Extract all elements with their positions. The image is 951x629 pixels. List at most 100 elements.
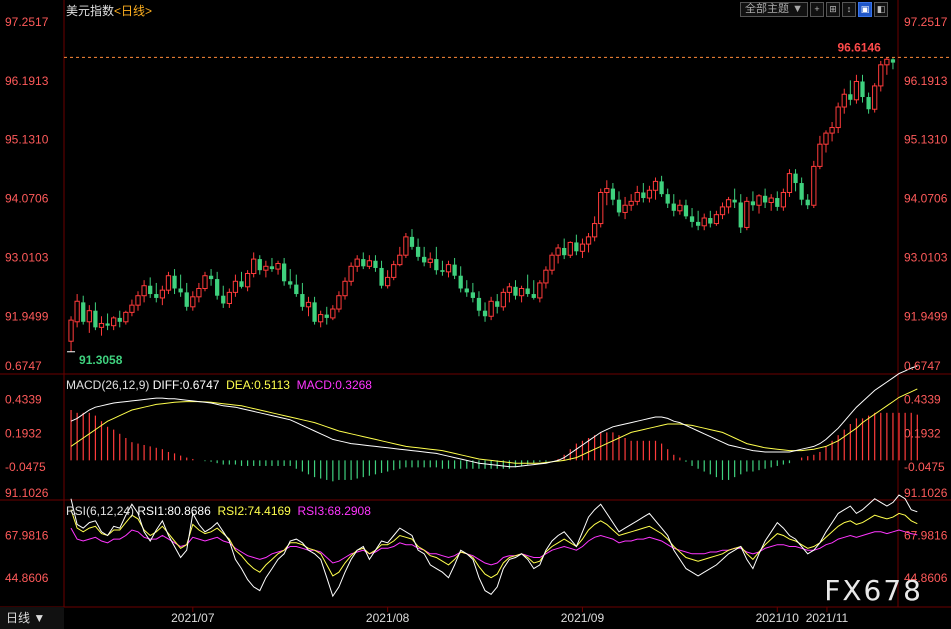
candle-body	[312, 302, 317, 322]
layout-icon[interactable]: ◧	[874, 2, 888, 17]
macd-tick-label-right: 0.4339	[904, 393, 941, 407]
rsi2-label: RSI2:74.4169	[217, 504, 291, 518]
candle-body	[799, 183, 804, 200]
candle-body	[275, 263, 281, 270]
candle-body	[689, 216, 695, 222]
rsi-tick-label-left: 91.1026	[5, 486, 49, 500]
candle-body	[708, 218, 713, 224]
candle-body	[762, 195, 768, 203]
price-tick-label-left: 97.2517	[5, 15, 49, 29]
candle-body	[476, 297, 482, 311]
candle-body	[148, 285, 153, 295]
candle-body	[525, 288, 530, 295]
candle-body	[884, 58, 890, 66]
candle-body	[756, 195, 762, 206]
candle-body	[768, 197, 774, 203]
candle-body	[495, 301, 500, 307]
watermark-logo: FX678	[824, 574, 923, 607]
rsi1-label: RSI1:80.8686	[137, 504, 211, 518]
candle-body	[294, 284, 299, 295]
candle-body	[696, 221, 701, 226]
price-panel[interactable]: 96.6146 91.3058	[64, 41, 951, 367]
macd-tick-label-left: -0.0475	[5, 460, 46, 474]
candle-body	[98, 322, 105, 328]
candle-body	[257, 259, 262, 271]
macd-panel[interactable]	[70, 365, 918, 482]
price-tick-label-left: 95.1310	[5, 133, 49, 147]
candle-body	[68, 319, 74, 342]
rsi-panel[interactable]	[70, 494, 918, 598]
x-tick-label: 2021/10	[756, 611, 800, 625]
price-tick-label-right: 93.0103	[904, 250, 948, 264]
candle-body	[646, 189, 653, 199]
candle-body	[537, 282, 543, 299]
rsi3-label: RSI3:68.2908	[297, 504, 371, 518]
resize-icon[interactable]: ↕	[842, 2, 856, 17]
candle-body	[215, 279, 220, 296]
price-tick-label-left: 94.0706	[5, 192, 49, 206]
candle-body	[841, 93, 847, 108]
candle-body	[397, 254, 403, 266]
candle-body	[348, 265, 354, 282]
macd-tick-label-right: 0.1932	[904, 426, 941, 440]
candle-body	[738, 202, 743, 228]
candle-body	[178, 288, 183, 293]
candle-body	[622, 204, 628, 213]
candle-body	[300, 294, 305, 307]
candle-body	[409, 236, 415, 247]
rsi2-line	[70, 509, 918, 579]
candle-body	[634, 191, 640, 202]
rsi-tick-label-right: 67.9816	[904, 529, 948, 543]
macd-diff-label: DIFF:0.6747	[152, 378, 220, 392]
candle-body	[117, 317, 122, 322]
candle-body	[793, 173, 798, 184]
candle-body	[567, 241, 573, 256]
macd-dea-line	[70, 388, 918, 464]
candle-body	[445, 264, 452, 273]
candle-body	[361, 259, 366, 267]
period-label[interactable]: <日线>	[114, 4, 153, 18]
candle-body	[232, 280, 239, 293]
candle-body	[154, 294, 159, 298]
candle-body	[732, 199, 737, 203]
rsi-tick-label-left: 67.9816	[5, 529, 49, 543]
candle-body	[725, 199, 732, 208]
high-annotation: 96.6146	[837, 41, 881, 55]
grid	[0, 0, 951, 608]
candle-body	[518, 287, 525, 297]
rsi-tick-label-left: 44.8606	[5, 571, 49, 585]
x-tick-label: 2021/07	[171, 611, 215, 625]
candle-body	[269, 266, 275, 270]
instrument-title: 美元指数	[66, 4, 115, 18]
grid-icon[interactable]: ⊞	[826, 2, 840, 17]
candle-body	[641, 192, 646, 199]
macd-header: MACD(26,12,9) DIFF:0.6747 DEA:0.5113 MAC…	[66, 378, 372, 392]
candle-body	[562, 247, 567, 256]
theme-select[interactable]: 全部主题 ▼	[740, 2, 808, 17]
candle-body	[159, 289, 165, 299]
candle-body	[878, 64, 884, 87]
macd-dea-label: DEA:0.5113	[226, 378, 290, 392]
macd-diff-line	[70, 365, 918, 468]
macd-tick-label-right: 0.6747	[904, 359, 941, 373]
theme-select-label: 全部主题	[745, 3, 790, 15]
low-annotation: 91.3058	[79, 353, 123, 367]
candle-body	[677, 204, 683, 212]
candle-body	[683, 205, 689, 217]
rsi-tick-label-right: 44.8606	[904, 571, 948, 585]
candle-body	[141, 285, 147, 297]
candle-body	[713, 214, 720, 225]
price-tick-label-left: 96.1913	[5, 74, 49, 88]
candle-body	[288, 281, 293, 285]
add-icon[interactable]: +	[810, 2, 824, 17]
panel-icon[interactable]: ▣	[858, 2, 872, 17]
candle-body	[616, 199, 622, 213]
candle-body	[74, 300, 80, 323]
timeframe-tab[interactable]: 日线 ▼	[0, 607, 64, 629]
candle-body	[354, 258, 360, 267]
axes: 97.2517 97.2517 96.1913 96.1913 95.1310 95.13…	[5, 15, 948, 625]
candle-body	[111, 317, 117, 327]
x-tick-label: 2021/09	[561, 611, 605, 625]
candle-body	[482, 310, 488, 317]
candle-body	[324, 314, 329, 318]
